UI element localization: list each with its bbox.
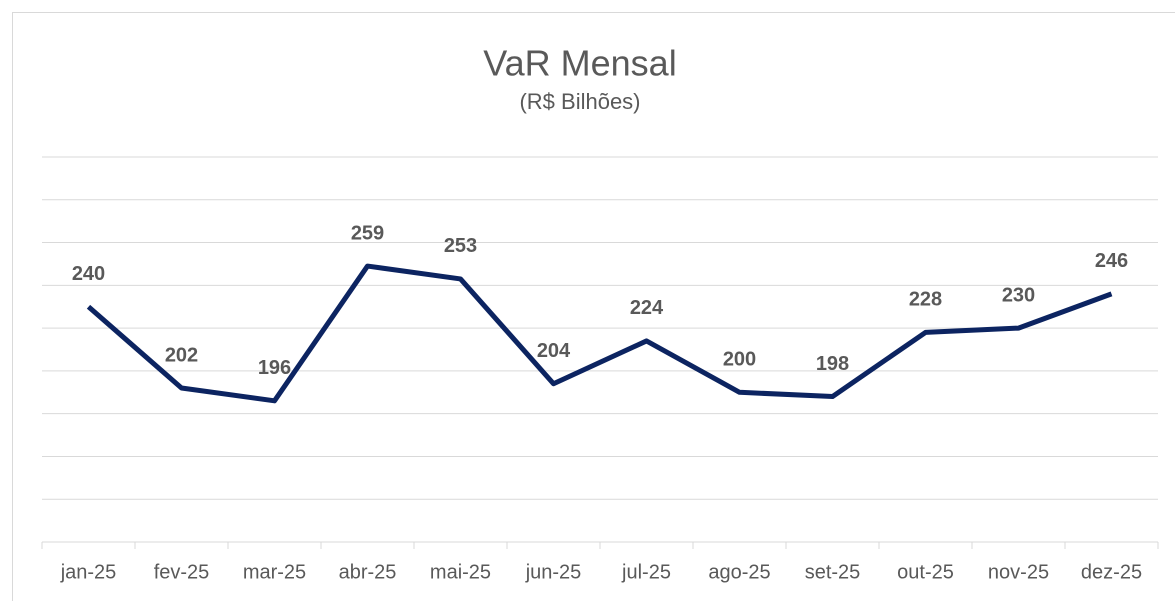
data-label: 259 [351,222,384,244]
x-tick-label: dez-25 [1081,561,1142,583]
x-tick-label: out-25 [897,561,954,583]
x-tick-label: nov-25 [988,561,1049,583]
chart-frame [12,12,1175,601]
data-label: 228 [909,289,942,311]
x-tick-label: jul-25 [621,561,671,583]
data-label: 200 [723,349,756,371]
x-tick-label: set-25 [805,561,861,583]
chart-title: VaR Mensal [483,43,676,84]
data-label: 246 [1095,250,1128,272]
x-tick-label: ago-25 [708,561,770,583]
x-tick-label: jan-25 [60,561,117,583]
data-label: 198 [816,353,849,375]
line-series [86,263,1113,404]
data-label: 224 [630,297,664,319]
x-tick-label: mar-25 [243,561,306,583]
data-label: 240 [72,263,105,285]
data-label: 204 [537,340,571,362]
data-label: 253 [444,235,477,257]
x-tick-label: jun-25 [525,561,582,583]
data-label: 202 [165,344,198,366]
chart-subtitle: (R$ Bilhões) [519,89,640,114]
x-tick-label: mai-25 [430,561,491,583]
x-tick-label: abr-25 [339,561,397,583]
x-tick-label: fev-25 [154,561,210,583]
data-label: 230 [1002,284,1035,306]
data-label: 196 [258,357,291,379]
